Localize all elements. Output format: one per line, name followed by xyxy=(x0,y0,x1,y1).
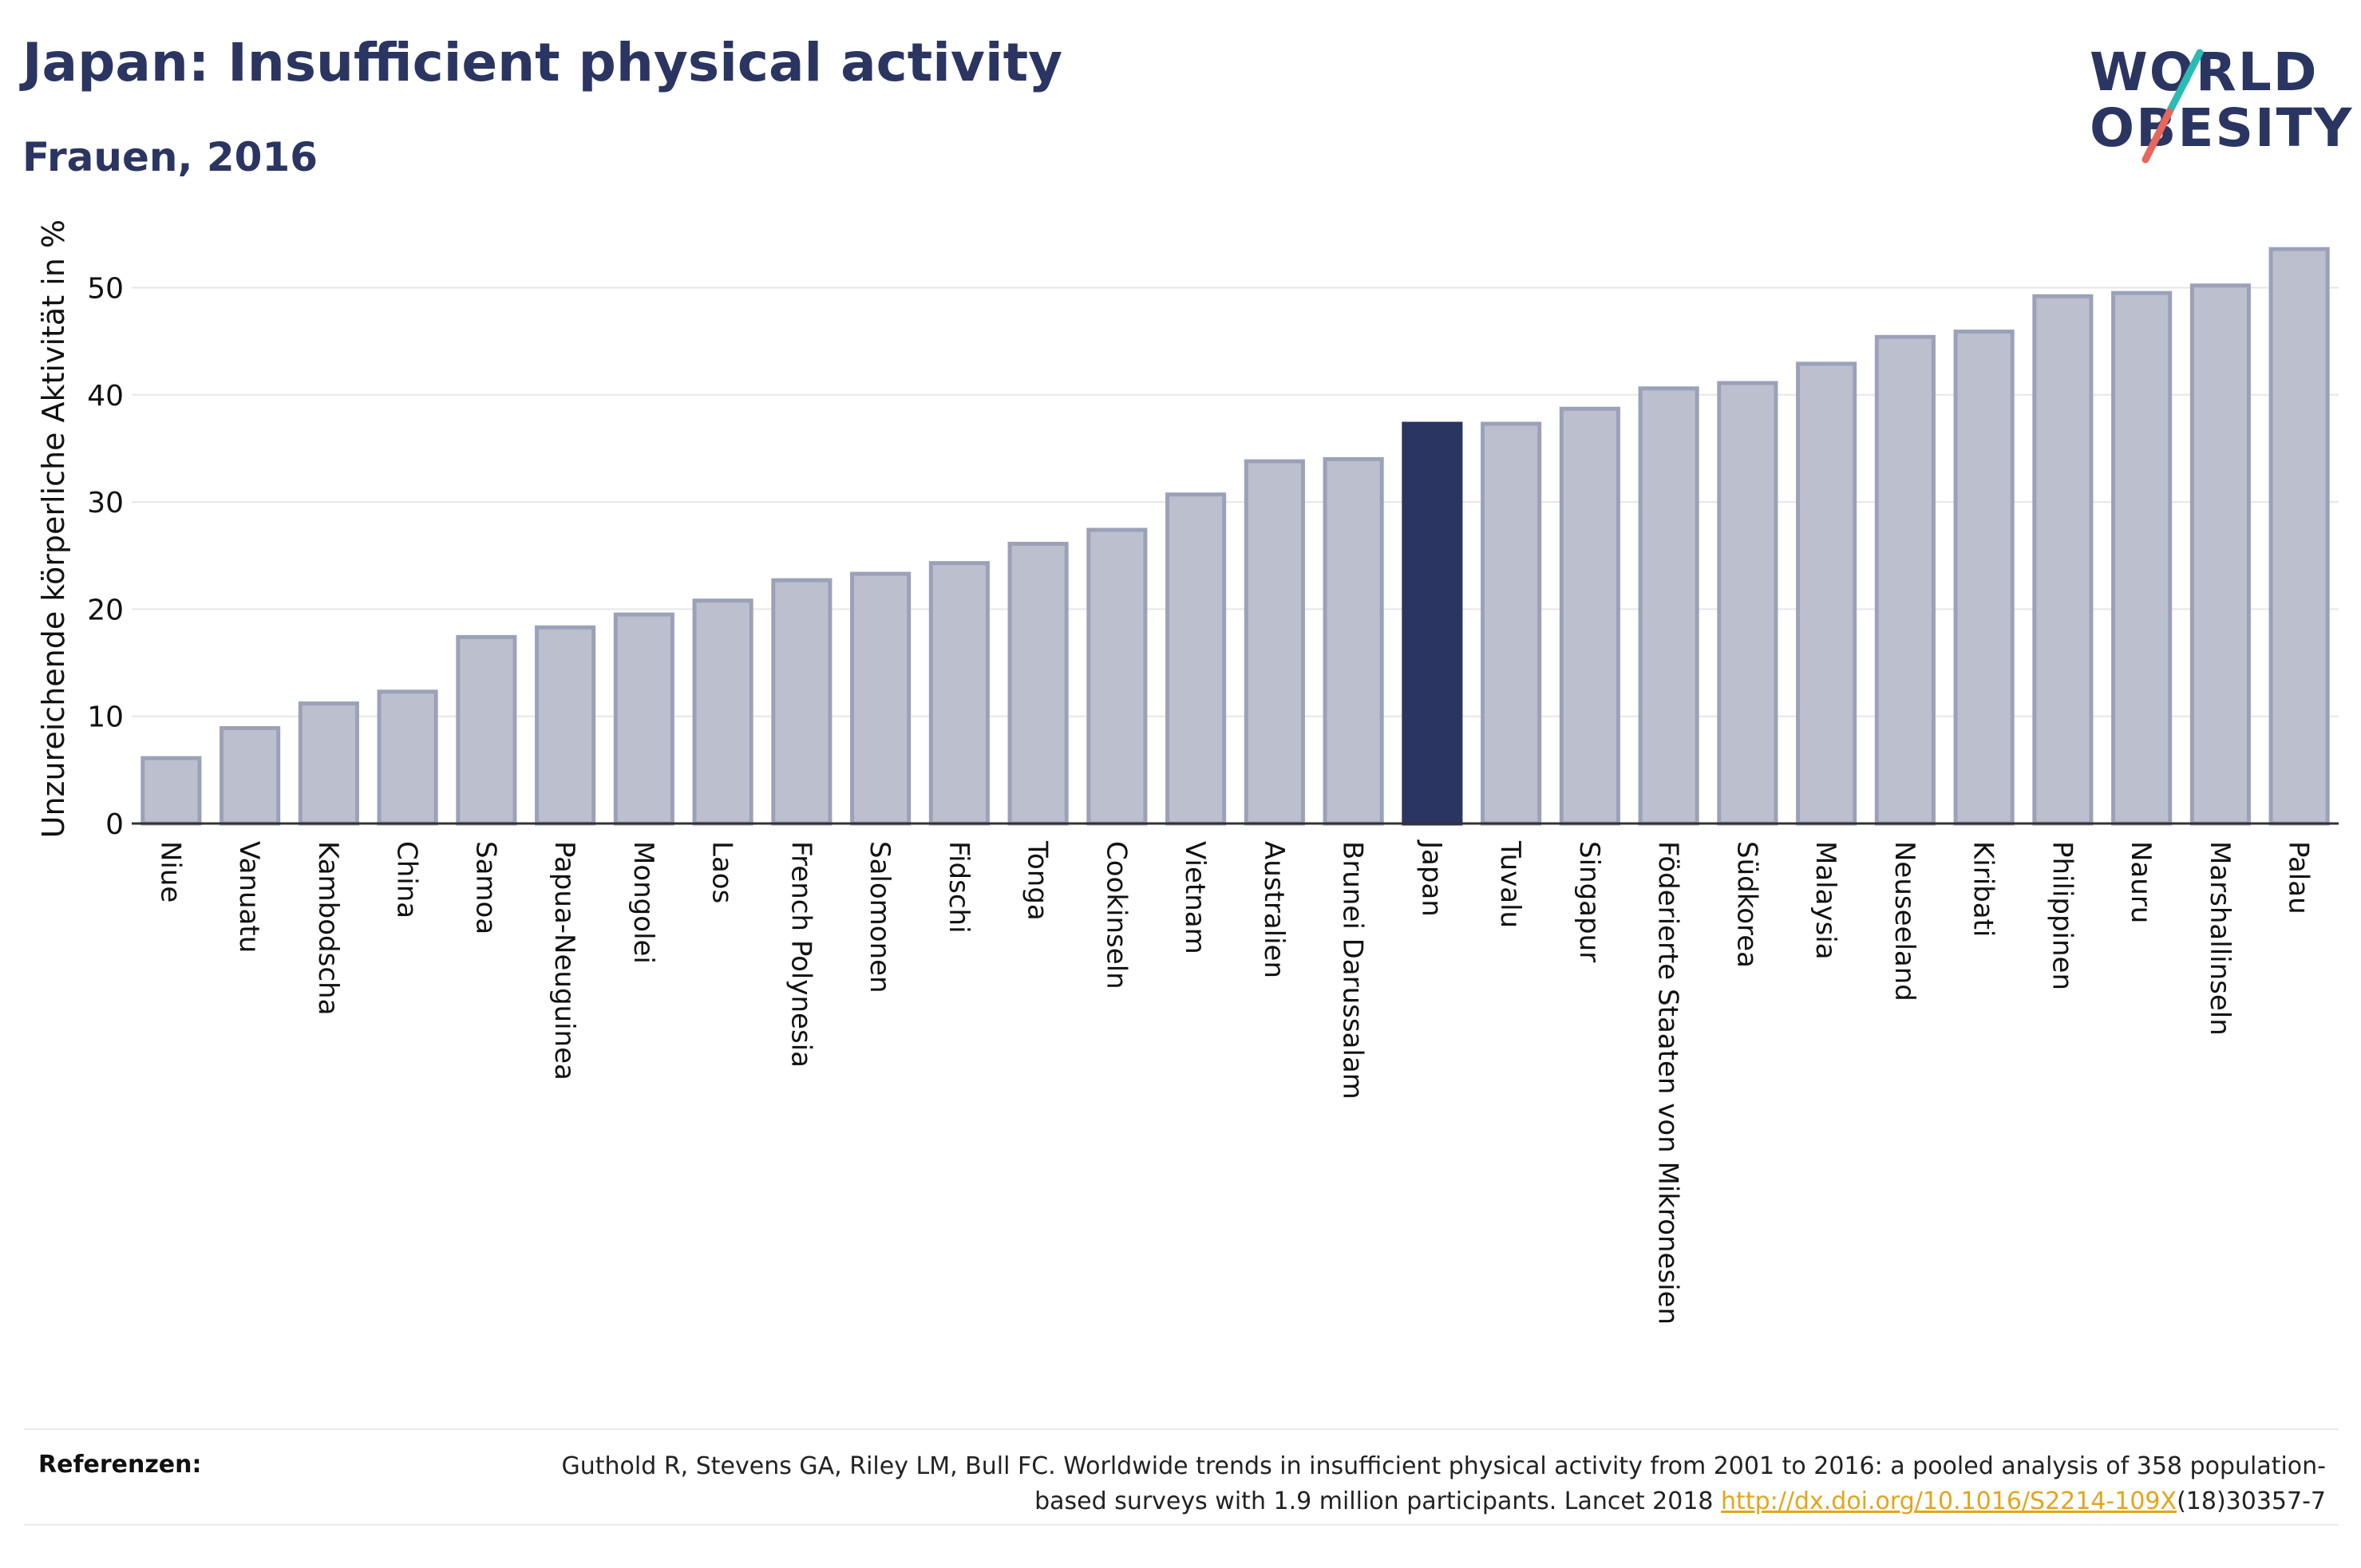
x-tick-label: Tuvalu xyxy=(1494,840,1526,928)
logo-line-1: WORLD xyxy=(2090,41,2319,103)
bar xyxy=(219,725,281,826)
y-tick-label: 50 xyxy=(87,273,124,306)
references-text: Guthold R, Stevens GA, Riley LM, Bull FC… xyxy=(490,1449,2326,1519)
bar xyxy=(377,689,438,826)
references-box: Referenzen: Guthold R, Stevens GA, Riley… xyxy=(24,1428,2339,1526)
x-tick-label: Philippinen xyxy=(2046,841,2078,990)
y-axis-label: Unzureichende körperliche Aktivität in % xyxy=(36,219,71,838)
logo-slash-icon xyxy=(2142,49,2204,164)
bar xyxy=(2268,247,2330,826)
bar xyxy=(1086,527,1148,826)
bar xyxy=(692,598,753,826)
bar xyxy=(1796,361,1857,826)
x-tick-label: China xyxy=(391,841,423,918)
x-tick-label: Niue xyxy=(154,841,186,902)
bar xyxy=(1559,406,1620,826)
bar xyxy=(456,634,517,826)
x-tick-label: Vietnam xyxy=(1179,841,1211,954)
x-tick-label: Kambodscha xyxy=(312,841,344,1015)
x-tick-label: Kiribati xyxy=(1968,841,1999,937)
y-tick-label: 20 xyxy=(87,594,124,626)
y-tick-label: 30 xyxy=(87,487,124,519)
x-tick-label: Marshallinseln xyxy=(2204,841,2236,1036)
y-tick-label: 10 xyxy=(87,701,124,734)
x-tick-label: Palau xyxy=(2283,841,2315,914)
bar xyxy=(535,625,596,826)
x-tick-label: Samoa xyxy=(469,841,501,934)
bar xyxy=(1244,459,1305,826)
x-tick-label: Nauru xyxy=(2125,841,2157,923)
bar xyxy=(1007,541,1069,826)
x-tick-label: Mongolei xyxy=(627,841,659,964)
bar xyxy=(140,756,202,826)
bar xyxy=(1481,421,1542,826)
x-tick-label: Malaysia xyxy=(1809,841,1841,960)
x-tick-label: Brunei Darussalam xyxy=(1337,841,1369,1100)
logo-line-2: OBESITY xyxy=(2090,97,2354,159)
x-tick-label: Australien xyxy=(1258,841,1290,978)
bar-chart: 0 10 20 30 40 50 Unzureichende körperliche Akt… xyxy=(36,219,2339,1325)
x-tick-label: Japan xyxy=(1415,839,1447,917)
x-tick-label: French Polynesia xyxy=(785,841,817,1068)
bar xyxy=(928,561,990,826)
reference-citation-end: (18)30357-7 xyxy=(2177,1487,2326,1515)
y-tick-label: 40 xyxy=(87,380,124,413)
bar xyxy=(771,578,832,826)
x-tick-label: Fidschi xyxy=(943,841,975,934)
chart-title: Japan: Insufficient physical activity xyxy=(22,32,1063,93)
x-tick-label: Laos xyxy=(706,841,738,903)
x-tick-label: Vanuatu xyxy=(233,841,265,953)
bar xyxy=(1165,492,1227,826)
bar xyxy=(613,612,674,826)
x-tick-label: Föderierte Staaten von Mikronesien xyxy=(1652,841,1684,1325)
x-tick-label: Singapur xyxy=(1573,841,1605,962)
x-tick-label: Tonga xyxy=(1022,840,1054,921)
reference-citation: Guthold R, Stevens GA, Riley LM, Bull FC… xyxy=(561,1452,2326,1515)
x-tick-label: Südkorea xyxy=(1730,841,1762,968)
bar xyxy=(2111,290,2173,826)
x-tick-label: Neuseeland xyxy=(1888,841,1920,1001)
y-tick-label: 0 xyxy=(105,808,124,841)
bar xyxy=(1323,456,1384,826)
references-label: Referenzen: xyxy=(38,1451,202,1479)
chart-subtitle: Frauen, 2016 xyxy=(22,134,318,180)
bar xyxy=(2032,294,2094,826)
bar xyxy=(1402,421,1463,826)
world-obesity-logo: WORLD OBESITY xyxy=(2075,32,2351,168)
bar xyxy=(2189,283,2251,826)
bar xyxy=(850,571,912,826)
bar xyxy=(298,701,359,826)
reference-doi-link[interactable]: http://dx.doi.org/10.1016/S2214-109X xyxy=(1721,1487,2177,1515)
bar xyxy=(1874,334,1936,826)
x-tick-label: Papua-Neuguinea xyxy=(548,841,580,1080)
x-tick-label: Cookinseln xyxy=(1100,841,1132,989)
bar xyxy=(1717,381,1778,826)
x-tick-label: Salomonen xyxy=(864,841,896,993)
bar xyxy=(1638,386,1699,826)
bar xyxy=(1953,330,2015,826)
